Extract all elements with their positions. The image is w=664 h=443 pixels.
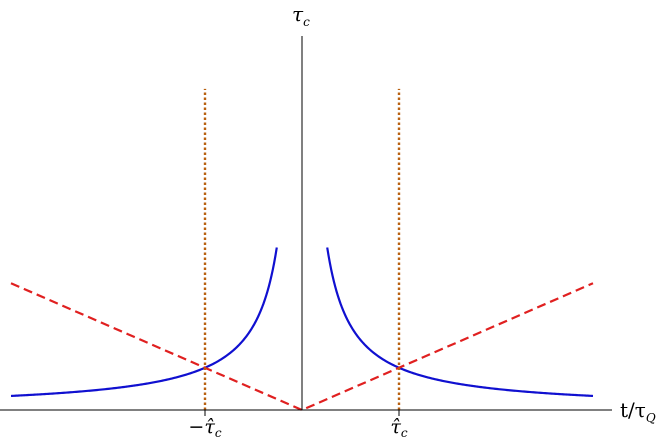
x-axis-label-sub: Q xyxy=(646,411,656,425)
series-solid-curve xyxy=(10,247,594,398)
series-dashed-line xyxy=(10,282,594,412)
x-tick-label: τ̂c xyxy=(390,416,408,440)
y-axis-label-main: τ xyxy=(292,2,304,26)
x-axis-label: t/τQ xyxy=(620,398,656,425)
y-axis-label: τc xyxy=(292,2,310,29)
plot-curves xyxy=(10,88,594,412)
x-axis-label-main: t/τ xyxy=(620,398,646,422)
y-axis-label-sub: c xyxy=(303,15,310,29)
x-ticks: −τ̂c τ̂c xyxy=(188,410,408,440)
x-tick-label: −τ̂c xyxy=(188,416,221,440)
